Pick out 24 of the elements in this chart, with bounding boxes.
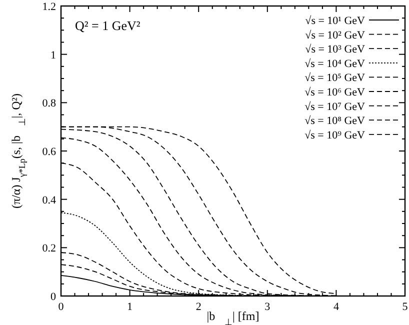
legend-label: √s = 10⁶ GeV	[304, 86, 366, 98]
y-tick-label: 0.6	[42, 146, 56, 158]
annotation: Q² = 1 GeV²	[75, 18, 140, 33]
x-tick-label: 0	[58, 301, 64, 313]
y-tick-label: 0	[50, 291, 56, 303]
x-tick-label: 5	[402, 301, 408, 313]
x-tick-label: 4	[333, 301, 340, 313]
legend-label: √s = 10¹ GeV	[305, 15, 366, 27]
legend-label: √s = 10⁷ GeV	[304, 100, 366, 113]
legend-label: √s = 10⁵ GeV	[304, 72, 366, 84]
y-tick-label: 1	[50, 49, 56, 62]
y-tick-label: 0.2	[42, 242, 56, 255]
x-tick-label: 1	[127, 301, 133, 313]
legend-label: √s = 10³ GeV	[305, 44, 366, 56]
legend-label: √s = 10⁹ GeV	[304, 129, 366, 142]
y-tick-label: 1.2	[42, 1, 56, 13]
legend-label: √s = 10⁸ GeV	[304, 115, 366, 128]
y-tick-label: 0.4	[42, 194, 56, 206]
x-axis-title: |b⃗$_{⊥}$| [fm]	[206, 309, 260, 325]
y-tick-label: 0.8	[42, 98, 56, 110]
x-tick-label: 2	[196, 301, 202, 313]
legend-label: √s = 10² GeV	[305, 29, 366, 42]
legend-label: √s = 10⁴ GeV	[304, 58, 366, 70]
x-tick-label: 3	[264, 301, 271, 313]
